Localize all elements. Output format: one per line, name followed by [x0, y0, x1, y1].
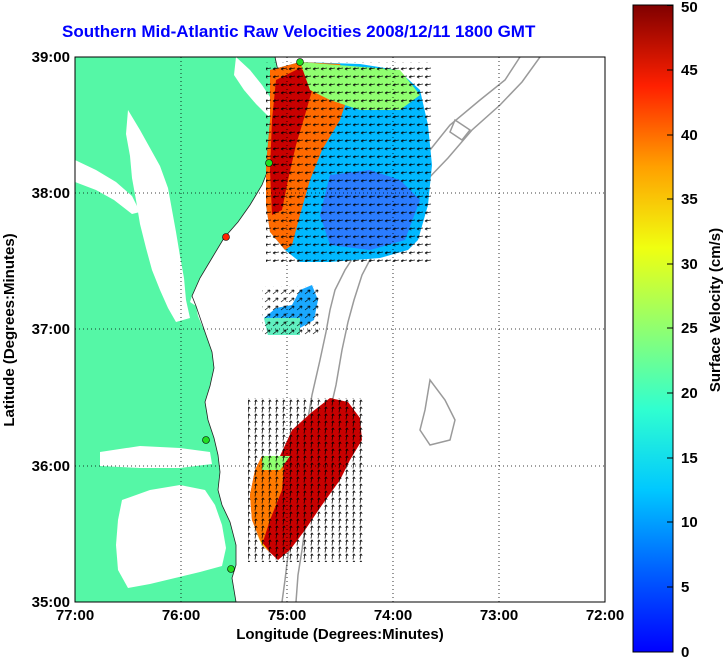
y-tick-label: 39:00 — [32, 49, 70, 66]
pamlico-sound — [116, 485, 226, 588]
delaware-bay — [234, 57, 276, 116]
velocity-field-delaware — [266, 62, 432, 262]
x-tick-label: 77:00 — [56, 607, 94, 624]
colorbar-tick-label: 5 — [681, 579, 689, 596]
y-tick-label: 36:00 — [32, 458, 70, 475]
colorbar — [632, 4, 674, 653]
colorbar-tick-label: 30 — [681, 256, 698, 273]
velocity-field-chesapeake — [262, 285, 320, 336]
colorbar-tick-labels: 0 5 10 15 20 25 30 35 40 45 50 — [681, 0, 698, 659]
y-axis-ticks: 39:00 38:00 37:00 36:00 35:00 — [32, 49, 70, 611]
colorbar-tick-label: 50 — [681, 0, 698, 16]
chesapeake-bay — [126, 110, 190, 322]
y-tick-label: 38:00 — [32, 185, 70, 202]
grid-lines — [75, 57, 605, 602]
y-tick-label: 37:00 — [32, 321, 70, 338]
x-tick-label: 75:00 — [268, 607, 306, 624]
y-axis-title: Latitude (Degrees:Minutes) — [1, 233, 18, 426]
x-tick-label: 72:00 — [586, 607, 624, 624]
station-marker-green — [227, 565, 235, 573]
colorbar-tick-label: 15 — [681, 450, 698, 467]
station-marker-green — [202, 436, 210, 444]
x-axis-title: Longitude (Degrees:Minutes) — [236, 626, 444, 643]
colorbar-tick-label: 0 — [681, 644, 689, 659]
colorbar-tick-label: 35 — [681, 191, 698, 208]
x-axis-ticks: 77:00 76:00 75:00 74:00 73:00 72:00 — [56, 607, 624, 624]
radar-stations — [202, 58, 304, 573]
colorbar-tick-label: 40 — [681, 127, 698, 144]
colorbar-ticks — [667, 5, 673, 588]
x-tick-label: 73:00 — [480, 607, 518, 624]
x-tick-label: 76:00 — [162, 607, 200, 624]
colorbar-title: Surface Velocity (cm/s) — [707, 228, 724, 392]
albemarle-sound — [100, 446, 212, 468]
colorbar-tick-label: 10 — [681, 514, 698, 531]
coastline — [191, 57, 283, 602]
station-marker-red — [222, 233, 230, 241]
y-tick-label: 35:00 — [32, 594, 70, 611]
plot-frame — [74, 56, 606, 603]
station-marker-green — [296, 58, 304, 66]
colorbar-tick-label: 45 — [681, 62, 698, 79]
colorbar-tick-label: 25 — [681, 320, 698, 337]
x-tick-label: 74:00 — [374, 607, 412, 624]
station-marker-green — [265, 159, 273, 167]
potomac-river — [75, 160, 140, 214]
velocity-field-north-carolina — [248, 398, 364, 562]
map-title: Southern Mid-Atlantic Raw Velocities 200… — [62, 22, 536, 41]
colorbar-tick-label: 20 — [681, 385, 698, 402]
